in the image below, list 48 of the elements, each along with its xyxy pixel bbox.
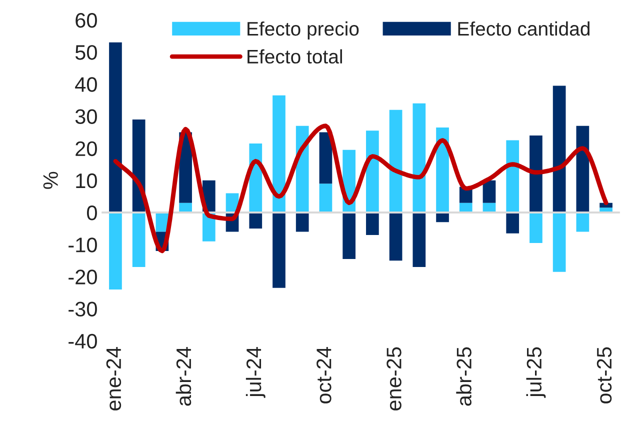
x-tick-label: oct-24 (316, 347, 332, 404)
bar (109, 212, 122, 290)
bar (412, 212, 426, 268)
x-tick-label: ene-25 (386, 347, 402, 410)
bar (436, 127, 449, 212)
bar (506, 212, 520, 234)
y-tick-label: -20 (68, 270, 97, 284)
bar (552, 212, 566, 272)
bar (319, 184, 332, 212)
bar (319, 132, 332, 184)
y-tick-label: 50 (75, 45, 97, 60)
x-tick-label: abr-25 (456, 347, 472, 406)
bar (342, 212, 356, 260)
bar (530, 212, 542, 243)
y-tick-label: -30 (68, 302, 97, 317)
bar (249, 212, 262, 229)
bar (132, 212, 146, 268)
y-tick-label: 10 (76, 173, 97, 188)
bar (530, 135, 542, 212)
y-tick-label: -40 (68, 334, 97, 349)
legend-label: Efecto precio (248, 21, 359, 40)
bar (366, 212, 379, 235)
bar (366, 130, 379, 212)
bar (109, 42, 122, 212)
x-tick-label: jul-24 (246, 347, 266, 398)
y-tick-label: 0 (86, 206, 97, 220)
y-tick-label: -10 (68, 238, 97, 252)
bar (389, 110, 402, 212)
bar (272, 95, 286, 212)
x-tick-label: jul-25 (526, 347, 546, 398)
y-tick-label: 20 (76, 141, 97, 156)
x-tick-label: abr-24 (176, 347, 192, 406)
bar (552, 86, 566, 212)
bar (482, 180, 496, 203)
y-tick-label: 40 (75, 77, 97, 92)
y-axis-title: % (43, 172, 58, 189)
bar (506, 140, 520, 212)
x-tick-label: ene-24 (106, 347, 122, 410)
legend-label: Efecto total (248, 49, 342, 64)
y-tick-label: 60 (76, 12, 97, 28)
legend-label: Efecto cantidad (458, 21, 590, 36)
x-tick-label: oct-25 (596, 347, 612, 404)
bar (389, 212, 402, 261)
y-tick-label: 30 (75, 109, 97, 124)
bar (296, 212, 309, 232)
bar (576, 212, 590, 232)
bar (412, 103, 426, 212)
bar (272, 212, 286, 288)
